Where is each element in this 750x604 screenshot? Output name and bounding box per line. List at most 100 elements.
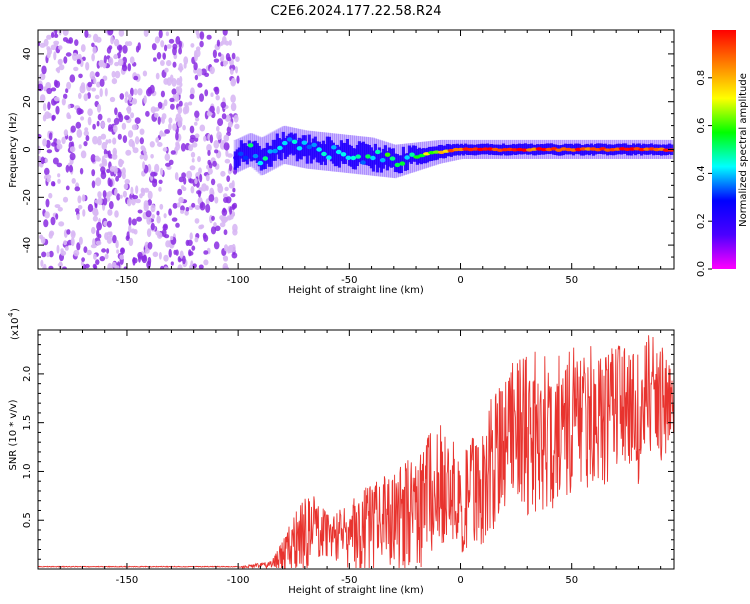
noise-speckle xyxy=(48,132,53,141)
noise-speckle xyxy=(107,209,113,216)
noise-speckle xyxy=(113,53,118,60)
noise-speckle xyxy=(79,84,86,94)
noise-speckle xyxy=(97,136,102,141)
noise-speckle xyxy=(131,218,137,226)
noise-speckle xyxy=(160,265,165,269)
noise-speckle xyxy=(152,179,158,188)
noise-speckle xyxy=(82,56,86,61)
noise-speckle xyxy=(38,41,41,47)
noise-speckle xyxy=(96,120,100,127)
noise-speckle xyxy=(232,229,238,236)
noise-speckle xyxy=(139,154,144,160)
noise-speckle xyxy=(150,204,156,213)
signal-core xyxy=(267,149,274,154)
signal-band xyxy=(315,141,319,163)
noise-speckle xyxy=(152,251,159,258)
noise-speckle xyxy=(227,153,233,158)
signal-band xyxy=(371,150,375,172)
noise-speckle xyxy=(50,44,57,51)
noise-speckle xyxy=(132,256,136,266)
noise-speckle xyxy=(213,222,217,228)
signal-band xyxy=(407,145,411,163)
noise-speckle xyxy=(214,225,221,232)
noise-speckle xyxy=(234,123,240,130)
noise-speckle xyxy=(188,101,193,106)
noise-speckle xyxy=(151,43,157,51)
noise-speckle xyxy=(162,228,167,238)
signal-band xyxy=(267,145,271,167)
noise-speckle xyxy=(172,43,178,50)
noise-speckle xyxy=(127,63,132,72)
noise-speckle xyxy=(164,129,171,134)
noise-speckle xyxy=(228,214,234,220)
noise-speckle xyxy=(168,38,175,44)
noise-speckle xyxy=(53,79,58,88)
noise-speckle xyxy=(96,81,101,88)
noise-speckle xyxy=(95,259,100,265)
noise-speckle xyxy=(131,98,138,105)
noise-speckle xyxy=(175,222,180,228)
signal-band xyxy=(403,153,407,171)
noise-speckle xyxy=(92,135,99,145)
noise-speckle xyxy=(200,68,207,76)
noise-speckle xyxy=(176,77,180,86)
signal-band xyxy=(329,140,333,162)
noise-speckle xyxy=(158,186,162,192)
noise-speckle xyxy=(118,30,125,37)
noise-speckle xyxy=(93,209,99,217)
noise-speckle xyxy=(54,30,58,35)
noise-speckle xyxy=(162,52,166,60)
noise-speckle xyxy=(228,39,232,46)
noise-speckle xyxy=(91,53,95,62)
noise-speckle xyxy=(189,93,195,100)
signal-band xyxy=(251,141,255,161)
noise-speckle xyxy=(227,245,234,253)
noise-speckle xyxy=(73,249,80,257)
signal-core xyxy=(350,155,357,161)
noise-speckle xyxy=(54,33,59,39)
noise-speckle xyxy=(113,117,120,125)
signal-core xyxy=(262,156,269,161)
signal-band xyxy=(333,145,337,167)
noise-speckle xyxy=(60,248,64,253)
signal-band xyxy=(245,146,249,165)
noise-speckle xyxy=(156,210,160,216)
signal-core xyxy=(306,144,313,150)
noise-speckle xyxy=(110,36,114,45)
noise-speckle xyxy=(57,262,63,267)
noise-speckle xyxy=(122,44,128,54)
noise-speckle xyxy=(85,61,90,71)
noise-speckle xyxy=(114,188,118,197)
noise-speckle xyxy=(227,56,232,62)
snr-y-ticks: 0.5 1.0 1.5 2.0 xyxy=(22,334,674,560)
noise-speckle xyxy=(53,51,57,61)
noise-speckle xyxy=(95,177,102,187)
noise-speckle xyxy=(223,197,229,203)
noise-speckle xyxy=(192,263,197,269)
noise-speckle xyxy=(81,194,86,202)
snr-line-layer xyxy=(38,335,674,569)
noise-speckle xyxy=(84,30,89,38)
snr-frame xyxy=(37,329,675,570)
spectrogram-y-tick-label: -20 xyxy=(22,189,33,205)
signal-band xyxy=(335,144,339,166)
noise-speckle xyxy=(43,219,49,228)
noise-speckle xyxy=(155,72,160,80)
noise-speckle xyxy=(43,86,48,92)
noise-speckle xyxy=(46,149,53,154)
noise-speckle xyxy=(149,141,155,148)
signal-band xyxy=(405,153,409,171)
noise-speckle xyxy=(114,107,118,116)
noise-speckle xyxy=(65,185,70,191)
signal-band xyxy=(239,140,243,159)
signal-band xyxy=(283,138,287,159)
noise-speckle xyxy=(87,116,92,126)
noise-speckle xyxy=(106,235,113,244)
noise-speckle xyxy=(207,150,211,156)
noise-speckle xyxy=(109,96,116,103)
noise-speckle xyxy=(140,145,146,151)
signal-band xyxy=(387,147,391,167)
noise-speckle xyxy=(143,95,147,104)
noise-speckle xyxy=(146,260,151,269)
noise-speckle xyxy=(91,87,96,92)
